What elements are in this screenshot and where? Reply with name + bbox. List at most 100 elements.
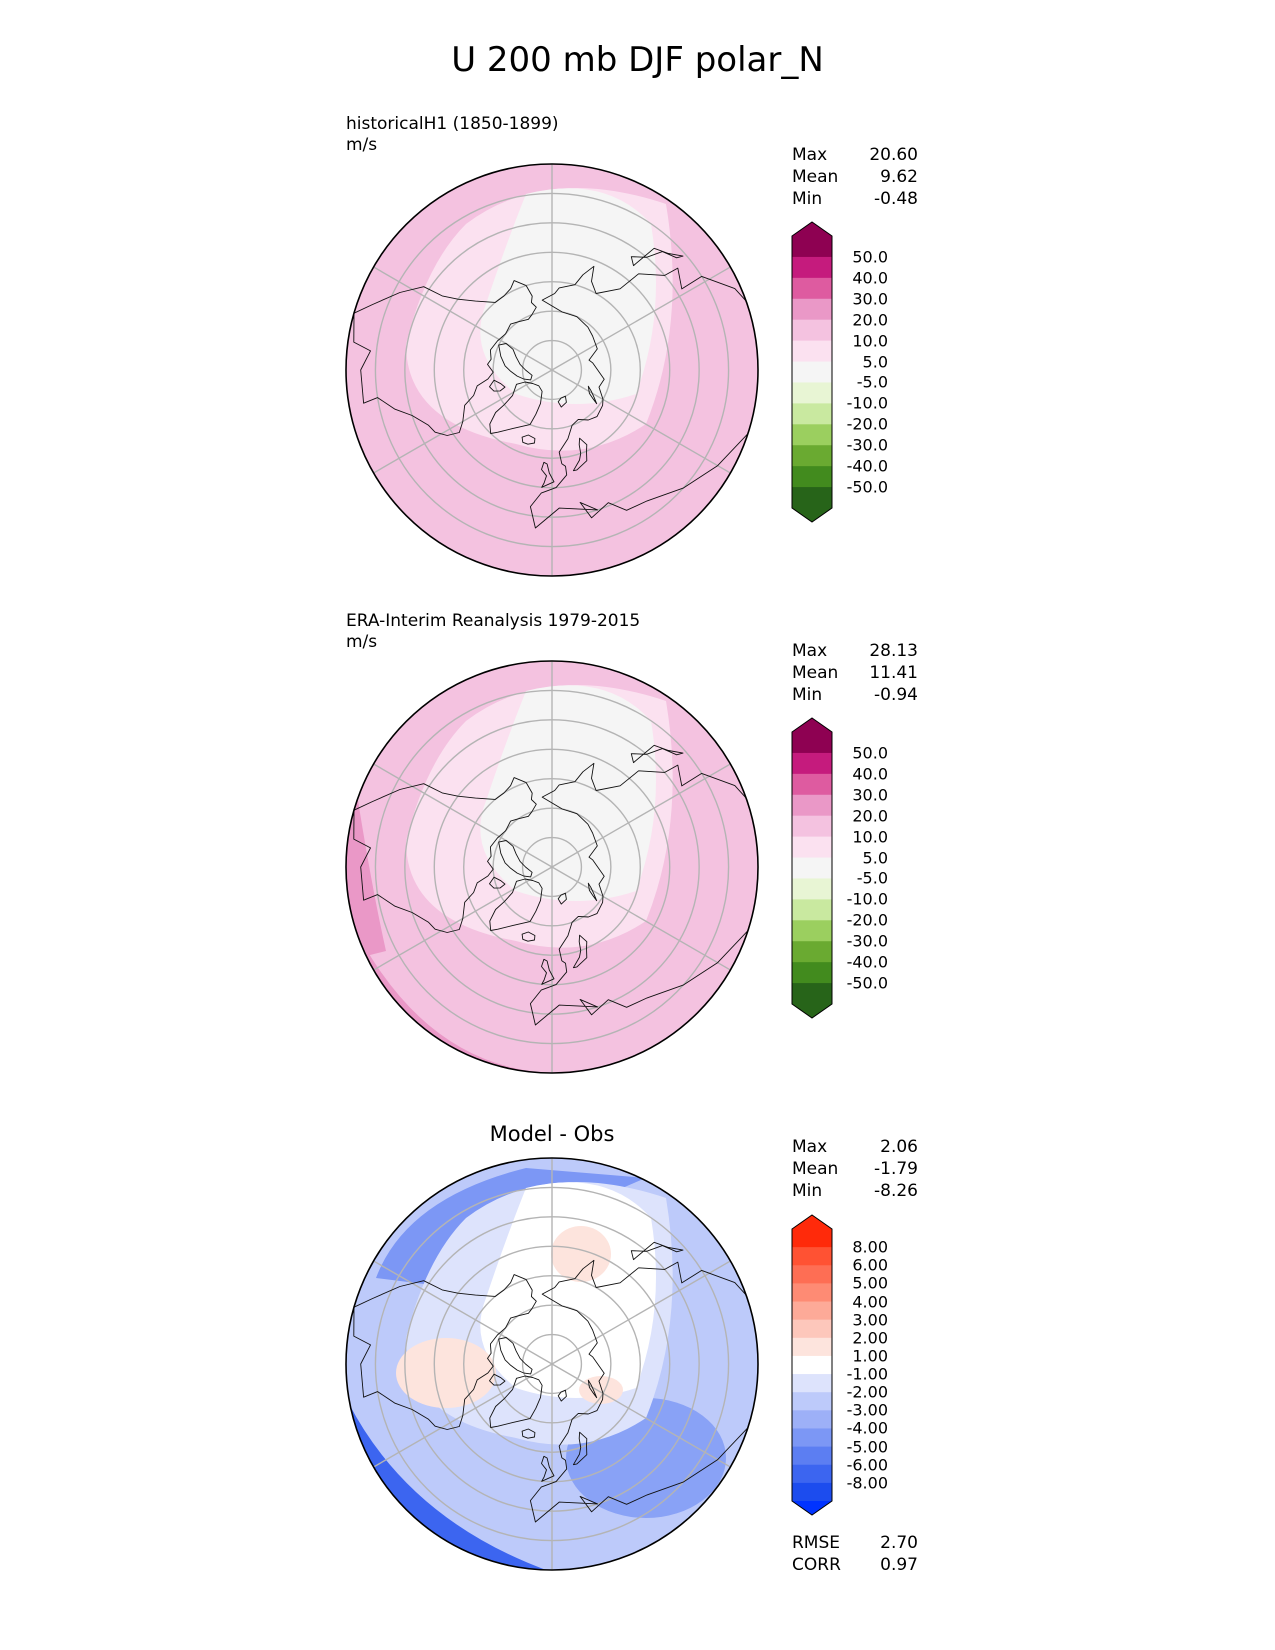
mean-value: 11.41 xyxy=(869,663,918,683)
coastline xyxy=(529,762,758,1026)
colorbar-segment xyxy=(792,466,832,488)
coastline xyxy=(557,1389,567,1402)
colorbar-segment xyxy=(792,941,832,963)
colorbar-segment xyxy=(792,794,832,817)
field-center-region xyxy=(480,188,656,404)
colorbar-tick-label: -10.0 xyxy=(846,889,888,909)
colorbar-tick-label: -5.0 xyxy=(856,868,888,888)
colorbar-segment xyxy=(792,445,832,467)
coastlines xyxy=(353,247,758,529)
mean-value: -1.79 xyxy=(874,1159,918,1179)
colorbar-tick-label: -3.00 xyxy=(846,1400,888,1420)
coastline xyxy=(587,882,598,902)
colorbar-tick-label: -50.0 xyxy=(846,973,888,993)
min-value: -8.26 xyxy=(874,1181,918,1201)
colorbar-segment xyxy=(792,1392,832,1411)
panel-2-run-label: ERA-Interim Reanalysis 1979-2015 xyxy=(346,611,641,631)
colorbar-segment xyxy=(792,1464,832,1484)
colorbar-tick-label: -40.0 xyxy=(846,456,888,476)
map-boundary xyxy=(345,660,759,1074)
colorbar-tick-label: 2.00 xyxy=(852,1328,888,1348)
coastline xyxy=(541,958,555,985)
colorbar-tick-label: 1.00 xyxy=(852,1346,888,1366)
panel-1-units: m/s xyxy=(346,135,378,155)
colorbar-outline xyxy=(791,717,833,1019)
coastline xyxy=(557,395,567,408)
panel-2-colorbar xyxy=(791,717,833,1019)
colorbar-segment xyxy=(792,962,832,984)
colorbar-segment xyxy=(792,1410,832,1429)
colorbar-outline xyxy=(791,1214,833,1516)
field-center-region xyxy=(480,1182,656,1398)
meridian-line xyxy=(368,760,553,868)
panel-1-title: historicalH1 (1850-1899) m/s xyxy=(346,114,559,156)
colorbar-top-extension xyxy=(792,222,832,236)
colorbar-tick-label: 10.0 xyxy=(852,331,888,351)
colorbar-tick-label: 3.00 xyxy=(852,1310,888,1330)
panel-3-title: Model - Obs xyxy=(489,1122,615,1146)
max-label: Max xyxy=(792,1137,828,1157)
colorbar-segment xyxy=(792,319,832,342)
colorbar-tick-label: 50.0 xyxy=(852,247,888,267)
coastline xyxy=(489,1373,506,1386)
colorbar-tick-label: -20.0 xyxy=(846,414,888,434)
colorbar-bottom-extension xyxy=(792,1004,832,1018)
corr-label: CORR xyxy=(792,1555,841,1575)
coastline xyxy=(353,1274,537,1430)
coastline xyxy=(529,1259,758,1523)
colorbar-segment xyxy=(792,1374,832,1393)
colorbar-segment xyxy=(792,836,832,859)
max-label: Max xyxy=(792,145,828,165)
panel-3-error-stats: RMSE 2.70 CORR 0.97 xyxy=(792,1532,918,1576)
max-value: 20.60 xyxy=(869,145,918,165)
colorbar-segment xyxy=(792,361,832,383)
colorbar-tick-label: -5.0 xyxy=(856,372,888,392)
colorbar-tick-label: 5.0 xyxy=(862,352,888,372)
coastline xyxy=(541,1455,555,1482)
rmse-label: RMSE xyxy=(792,1533,841,1553)
panel-3-polar-map xyxy=(345,1157,759,1571)
graticule xyxy=(368,1158,736,1570)
colorbar-tick-label: -8.00 xyxy=(846,1473,888,1493)
colorbar-segment xyxy=(792,1428,832,1448)
colorbar-segment xyxy=(792,424,832,446)
colorbar-tick-label: -30.0 xyxy=(846,435,888,455)
colorbar-outline xyxy=(791,221,833,523)
coastline xyxy=(498,840,533,878)
colorbar-segment xyxy=(792,1283,832,1303)
colorbar-tick-label: 4.00 xyxy=(852,1292,888,1312)
panel-1-colorbar xyxy=(791,221,833,523)
colorbar-tick-label: 5.00 xyxy=(852,1273,888,1293)
figure-title: U 200 mb DJF polar_N xyxy=(451,40,824,80)
colorbar-segment xyxy=(792,920,832,942)
meridian-line xyxy=(551,369,736,477)
colorbar-segment xyxy=(792,382,832,404)
panel-2-stats: Max 28.13 Mean 11.41 Min -0.94 xyxy=(792,640,918,706)
min-label: Min xyxy=(792,1181,823,1201)
coastline xyxy=(541,461,555,488)
coastline xyxy=(489,381,543,434)
colorbar-segment xyxy=(792,732,832,754)
meridian-line xyxy=(551,263,736,371)
colorbar-segment xyxy=(792,256,832,279)
mean-label: Mean xyxy=(792,663,839,683)
coastline xyxy=(572,437,588,472)
max-value: 2.06 xyxy=(880,1137,918,1157)
meridian-line xyxy=(368,1363,553,1471)
colorbar-segment xyxy=(792,1319,832,1339)
colorbar-top-extension xyxy=(792,1215,832,1229)
colorbar-bottom-extension xyxy=(792,1501,832,1515)
meridian-line xyxy=(551,1257,736,1365)
coastline xyxy=(587,385,598,405)
coastline xyxy=(498,1337,533,1375)
rmse-value: 2.70 xyxy=(880,1533,918,1553)
map-field xyxy=(346,1158,758,1570)
map-boundary xyxy=(345,163,759,577)
colorbar-tick-label: 40.0 xyxy=(852,764,888,784)
coastline xyxy=(521,931,536,942)
colorbar-segment xyxy=(792,815,832,838)
min-value: -0.94 xyxy=(874,685,918,705)
colorbar-tick-label: 20.0 xyxy=(852,806,888,826)
field-strong-region xyxy=(346,721,386,961)
colorbar-tick-label: -30.0 xyxy=(846,931,888,951)
